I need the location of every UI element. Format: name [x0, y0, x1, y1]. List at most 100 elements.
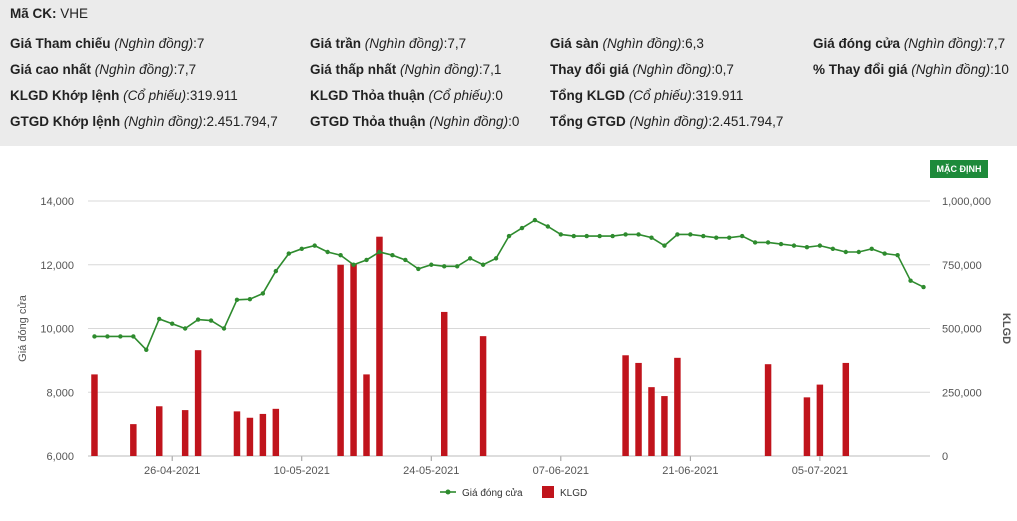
- price-point: [882, 251, 887, 256]
- stock-code-value: VHE: [60, 6, 89, 21]
- price-point: [403, 257, 408, 263]
- stat-value: 0: [511, 114, 520, 129]
- volume-bar: [842, 362, 850, 456]
- price-point: [299, 246, 304, 252]
- price-point: [675, 232, 680, 237]
- stat-unit: (Nghìn đồng): [629, 114, 709, 129]
- stat-unit: (Nghìn đồng): [602, 36, 682, 51]
- volume-bar: [194, 350, 202, 456]
- stat-unit: (Cổ phiếu): [428, 88, 492, 103]
- price-point: [869, 246, 874, 252]
- stat-value: 7,7: [177, 62, 197, 77]
- x-tick-label: 21-06-2021: [662, 465, 718, 477]
- price-point: [636, 232, 641, 237]
- price-point: [247, 296, 253, 302]
- price-point: [312, 243, 317, 248]
- stat-item: Giá sàn (Nghìn đồng):6,3: [550, 36, 704, 51]
- price-point: [843, 249, 848, 255]
- legend-price-label: Giá đóng cửa: [462, 487, 523, 499]
- price-point: [157, 316, 162, 322]
- price-point: [118, 334, 123, 339]
- stat-item: Giá Tham chiếu (Nghìn đồng):7: [10, 36, 205, 51]
- price-point: [234, 297, 240, 303]
- price-point: [260, 291, 266, 296]
- stat-label: Tổng GTGD: [550, 114, 626, 129]
- y-left-tick-label: 10,000: [40, 324, 74, 336]
- x-tick-label: 10-05-2021: [274, 465, 330, 477]
- price-point: [105, 334, 110, 339]
- stat-item: Thay đổi giá (Nghìn đồng):0,7: [550, 62, 734, 77]
- stat-item: Giá thấp nhất (Nghìn đồng):7,1: [310, 62, 502, 77]
- x-tick-label: 07-06-2021: [533, 465, 589, 477]
- stat-item: Tổng KLGD (Cổ phiếu):319.911: [550, 88, 744, 103]
- stock-code-label: Mã CK:: [10, 6, 57, 21]
- stat-value: 7,7: [986, 36, 1006, 51]
- stat-value: 319.911: [695, 88, 744, 103]
- volume-bar: [130, 424, 137, 456]
- volume-bar: [648, 387, 655, 456]
- price-point: [830, 246, 836, 252]
- stat-unit: (Cổ phiếu): [628, 88, 692, 103]
- stat-label: Giá trần: [310, 36, 362, 51]
- price-point: [144, 347, 149, 353]
- stat-unit: (Nghìn đồng): [911, 62, 991, 77]
- stock-code: Mã CK: VHE: [10, 6, 88, 21]
- stat-label: Tổng KLGD: [550, 88, 625, 103]
- stat-item: Tổng GTGD (Nghìn đồng):2.451.794,7: [550, 114, 784, 129]
- volume-bar: [674, 357, 681, 456]
- stat-label: Giá cao nhất: [10, 62, 92, 77]
- stat-label: Giá Tham chiếu: [10, 36, 111, 51]
- price-point: [273, 268, 279, 274]
- stat-item: Giá cao nhất (Nghìn đồng):7,7: [10, 62, 197, 77]
- stat-label: KLGD Khớp lệnh: [10, 88, 120, 103]
- x-tick-label: 05-07-2021: [792, 465, 848, 477]
- volume-bar: [91, 374, 98, 456]
- stat-label: Thay đổi giá: [550, 62, 629, 77]
- price-point: [545, 224, 551, 229]
- stat-unit: (Cổ phiếu): [123, 88, 187, 103]
- price-point: [584, 233, 589, 239]
- price-point: [377, 249, 382, 255]
- y-left-tick-label: 14,000: [40, 196, 74, 208]
- stat-unit: (Nghìn đồng): [364, 36, 444, 51]
- stat-item: GTGD Khớp lệnh (Nghìn đồng):2.451.794,7: [10, 114, 278, 129]
- price-point: [131, 334, 136, 339]
- price-point: [739, 233, 745, 239]
- stat-item: KLGD Thỏa thuận (Cổ phiếu):0: [310, 88, 503, 103]
- stat-unit: (Nghìn đồng): [632, 62, 712, 77]
- x-tick-label: 24-05-2021: [403, 465, 459, 477]
- stat-item: % Thay đổi giá (Nghìn đồng):10: [813, 62, 1009, 77]
- price-point: [558, 232, 564, 237]
- y-left-tick-label: 8,000: [46, 387, 74, 399]
- volume-bar: [337, 264, 344, 456]
- stat-label: GTGD Khớp lệnh: [10, 114, 121, 129]
- stat-value: 319.911: [189, 88, 238, 103]
- stat-item: Giá trần (Nghìn đồng):7,7: [310, 36, 467, 51]
- stat-label: % Thay đổi giá: [813, 62, 908, 77]
- y-left-tick-label: 12,000: [40, 260, 74, 272]
- price-point: [325, 249, 330, 255]
- stat-item: KLGD Khớp lệnh (Cổ phiếu):319.911: [10, 88, 238, 103]
- stock-info-panel: Mã CK: VHE Giá Tham chiếu (Nghìn đồng):7…: [0, 0, 1017, 146]
- price-point: [416, 266, 421, 272]
- y-right-tick-label: 500,000: [942, 324, 982, 336]
- default-button[interactable]: MẶC ĐỊNH: [930, 160, 988, 178]
- price-point: [817, 243, 823, 248]
- price-point: [454, 264, 460, 269]
- price-volume-chart: 14,000 12,000 10,000 8,000 6,000 1,000,000 750…: [17, 196, 1012, 499]
- legend-volume-label: KLGD: [560, 488, 587, 499]
- price-point: [778, 241, 784, 247]
- price-point: [804, 245, 810, 250]
- price-point: [856, 249, 861, 255]
- price-point: [364, 257, 369, 263]
- volume-bar: [440, 311, 448, 456]
- volume-bar: [272, 408, 280, 456]
- stat-label: GTGD Thỏa thuận: [310, 114, 426, 129]
- stat-label: Giá sàn: [550, 36, 599, 51]
- price-point: [895, 252, 900, 258]
- y-right-tick-label: 0: [942, 451, 948, 463]
- price-point: [195, 317, 201, 322]
- price-point: [170, 321, 175, 326]
- stat-item: GTGD Thỏa thuận (Nghìn đồng):0: [310, 114, 520, 129]
- stat-unit: (Nghìn đồng): [429, 114, 509, 129]
